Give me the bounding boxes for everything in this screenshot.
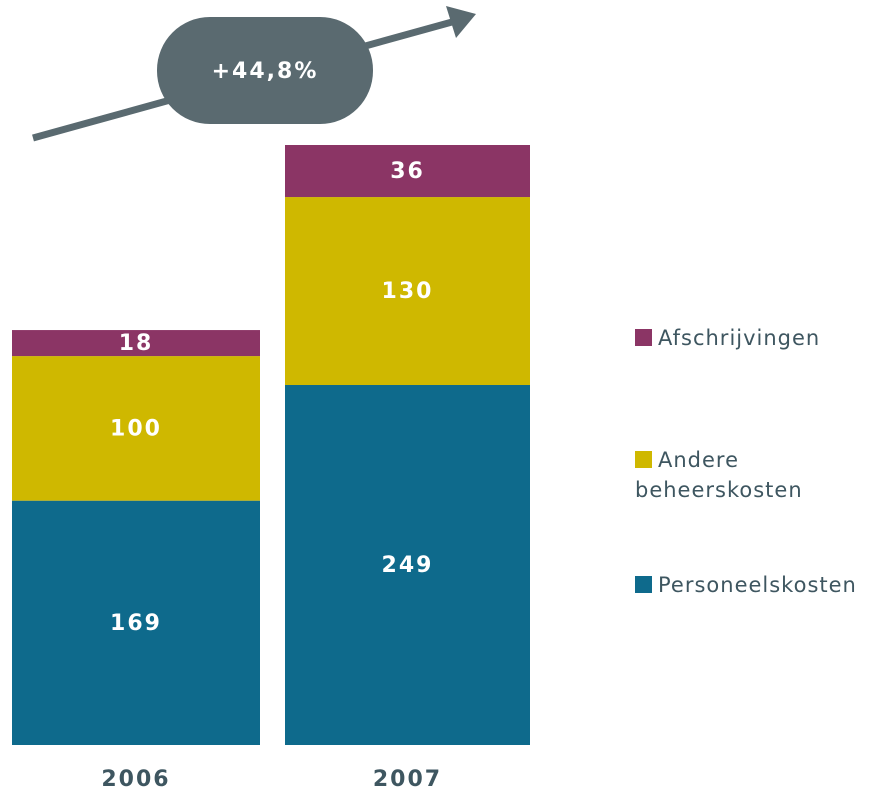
x-tick-label: 2006 xyxy=(101,767,170,792)
value-label: 36 xyxy=(390,159,425,184)
legend-label: Andere beheerskosten xyxy=(635,448,803,502)
legend-swatch xyxy=(635,576,652,593)
annotation: +44,8% xyxy=(212,59,319,84)
annotation-pill xyxy=(157,17,373,124)
legend-swatch xyxy=(635,451,652,468)
value-label: 130 xyxy=(382,279,434,304)
value-label: 18 xyxy=(119,331,154,356)
bar-segment xyxy=(12,500,260,745)
bar-segment xyxy=(285,197,530,385)
legend-item: Afschrijvingen xyxy=(635,323,885,353)
value-label: 249 xyxy=(382,553,434,578)
arrow-head xyxy=(446,6,476,38)
bar-segment xyxy=(12,356,260,501)
bar-segment xyxy=(285,145,530,198)
x-tick-label: 2007 xyxy=(373,767,442,792)
legend-item: Andere beheerskosten xyxy=(635,445,835,505)
value-label: 169 xyxy=(110,611,162,636)
bar-segment xyxy=(285,385,530,745)
value-label: 100 xyxy=(110,416,162,441)
legend-label: Afschrijvingen xyxy=(658,326,821,350)
bar-segment xyxy=(12,330,260,357)
legend-label: Personeelskosten xyxy=(658,573,857,597)
legend-swatch xyxy=(635,329,652,346)
legend-item: Personeelskosten xyxy=(635,570,885,600)
